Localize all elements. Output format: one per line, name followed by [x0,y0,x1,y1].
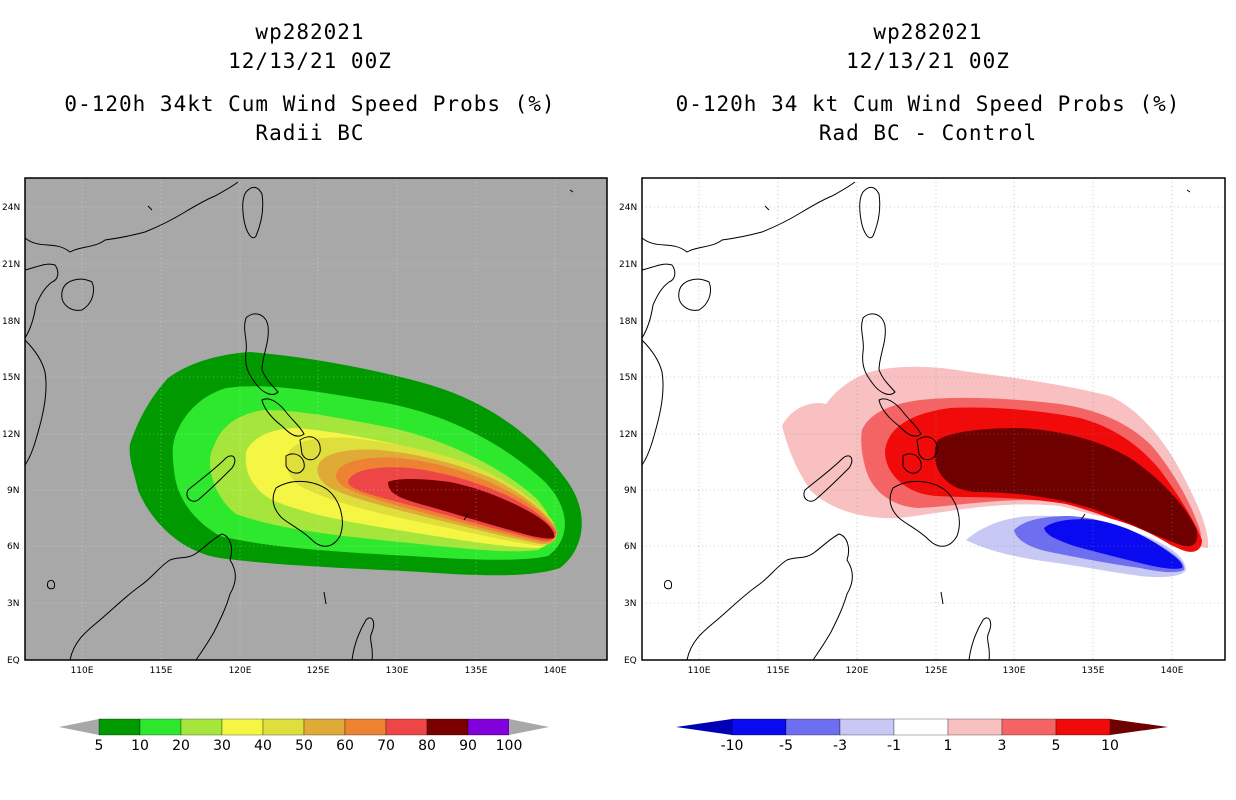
colorbar-label: 50 [295,738,313,754]
lat-label: 21N [2,260,20,270]
colorbar-swatch [785,718,841,736]
lat-label: 9N [624,486,636,496]
lon-label: 130E [386,666,409,676]
lon-label: 110E [688,666,711,676]
left-lat-axis: EQ 3N 6N 9N 12N 15N 18N 21N 24N [2,203,20,666]
colorbar-swatch [303,718,346,736]
right-storm-id: wp282021 [873,20,983,44]
colorbar-swatch [893,718,949,736]
lat-label: 15N [2,373,20,383]
lon-label: 120E [229,666,252,676]
lat-label: 18N [619,317,637,327]
colorbar-swatch [98,718,141,736]
left-subtitle: Radii BC [255,121,365,145]
left-colorbar: 5 10 20 30 40 50 60 70 80 90 100 [59,718,549,754]
left-product-title: 0-120h 34kt Cum Wind Speed Probs (%) [64,92,556,116]
lat-label: 15N [619,373,637,383]
right-subtitle: Rad BC - Control [818,121,1038,145]
lat-label: 6N [7,542,19,552]
colorbar-label: 100 [496,738,523,754]
lat-label: 18N [2,317,20,327]
right-colorbar: -10 -5 -3 -1 1 3 5 10 [676,718,1168,754]
colorbar-extend-high [1110,719,1168,735]
colorbar-label: 40 [254,738,272,754]
colorbar-label: 60 [336,738,354,754]
left-title-block: wp282021 12/13/21 00Z 0-120h 34kt Cum Wi… [60,18,560,148]
colorbar-swatch [839,718,895,736]
right-map-area [642,178,1225,660]
colorbar-swatch [221,718,264,736]
colorbar-swatch [947,718,1003,736]
lon-label: 130E [1003,666,1026,676]
colorbar-swatch [385,718,428,736]
colorbar-label: 5 [95,738,104,754]
lon-label: 110E [71,666,94,676]
colorbar-label: -5 [779,738,793,754]
colorbar-label: 10 [131,738,149,754]
colorbar-label: 90 [459,738,477,754]
lon-label: 125E [925,666,948,676]
colorbar-extend-low [676,719,732,735]
lat-label: 12N [2,430,20,440]
colorbar-swatch [426,718,469,736]
diff-contour-minus5 [1044,519,1183,569]
colorbar-label: -3 [833,738,847,754]
colorbar-label: -1 [887,738,901,754]
lat-label: 9N [7,486,19,496]
colorbar-swatch [1001,718,1057,736]
right-title-block: wp282021 12/13/21 00Z 0-120h 34 kt Cum W… [672,18,1184,148]
right-datetime: 12/13/21 00Z [846,49,1010,73]
colorbar-label: 20 [172,738,190,754]
lon-label: 140E [544,666,567,676]
colorbar-swatch [139,718,182,736]
right-lat-axis: EQ 3N 6N 9N 12N 15N 18N 21N 24N [619,203,637,666]
colorbar-label: 10 [1101,738,1119,754]
left-map-frame [24,177,608,661]
left-storm-id: wp282021 [255,20,365,44]
lon-label: 135E [1082,666,1105,676]
lat-label: 24N [619,203,637,213]
left-datetime: 12/13/21 00Z [228,49,392,73]
colorbar-swatch [467,718,510,736]
colorbar-label: 30 [213,738,231,754]
right-lon-axis: 110E 115E 120E 125E 130E 135E 140E [688,666,1184,676]
lon-label: 140E [1161,666,1184,676]
lat-label: 3N [624,599,636,609]
right-graticule [642,178,1225,660]
colorbar-swatch [1055,718,1111,736]
right-map-frame [641,177,1226,661]
lon-label: 115E [150,666,173,676]
diff-contour-plus10 [934,428,1198,547]
colorbar-label: -10 [721,738,744,754]
lat-label: 24N [2,203,20,213]
colorbar-label: 70 [377,738,395,754]
left-lon-axis: 110E 115E 120E 125E 130E 135E 140E [71,666,567,676]
left-map-area [25,178,607,660]
lat-label: 12N [619,430,637,440]
colorbar-extend-low [59,719,99,735]
lon-label: 125E [307,666,330,676]
colorbar-label: 5 [1052,738,1061,754]
lat-label: 6N [624,542,636,552]
lat-label: EQ [624,656,637,666]
lat-label: 21N [619,260,637,270]
colorbar-label: 1 [944,738,953,754]
left-graticule [25,178,607,660]
lon-label: 135E [465,666,488,676]
colorbar-label: 80 [418,738,436,754]
lon-label: 115E [767,666,790,676]
colorbar-swatch [180,718,223,736]
lat-label: EQ [7,656,20,666]
colorbar-swatch [262,718,305,736]
prob-contour-80 [388,479,555,539]
colorbar-label: 3 [998,738,1007,754]
colorbar-swatch [344,718,387,736]
lon-label: 120E [846,666,869,676]
right-product-title: 0-120h 34 kt Cum Wind Speed Probs (%) [675,92,1181,116]
colorbar-swatch [731,718,787,736]
lat-label: 3N [7,599,19,609]
colorbar-extend-high [509,719,549,735]
